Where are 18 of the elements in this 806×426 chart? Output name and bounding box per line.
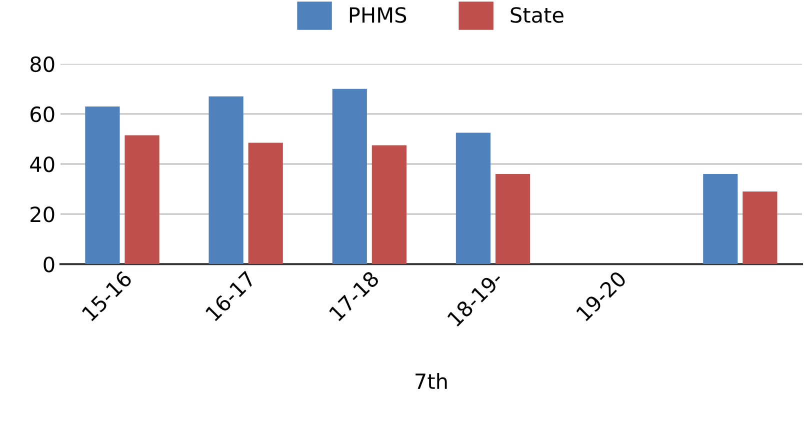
y-tick-label: 0 (44, 256, 54, 272)
bar (495, 174, 530, 264)
legend-label: State (510, 7, 564, 23)
bar (456, 132, 491, 264)
bar (85, 106, 120, 264)
y-tick-label: 80 (30, 56, 54, 72)
y-tick-label: 60 (30, 106, 54, 122)
y-tick-label: 20 (30, 206, 54, 222)
bar (742, 192, 778, 264)
y-tick-label: 40 (30, 156, 54, 172)
x-axis-title: 7th (416, 373, 447, 389)
bar (332, 88, 367, 264)
bar (703, 174, 738, 264)
legend-label: PHMS (350, 7, 406, 23)
bar (248, 142, 283, 264)
bar (208, 96, 244, 264)
bar (124, 135, 160, 264)
bar (372, 145, 406, 264)
